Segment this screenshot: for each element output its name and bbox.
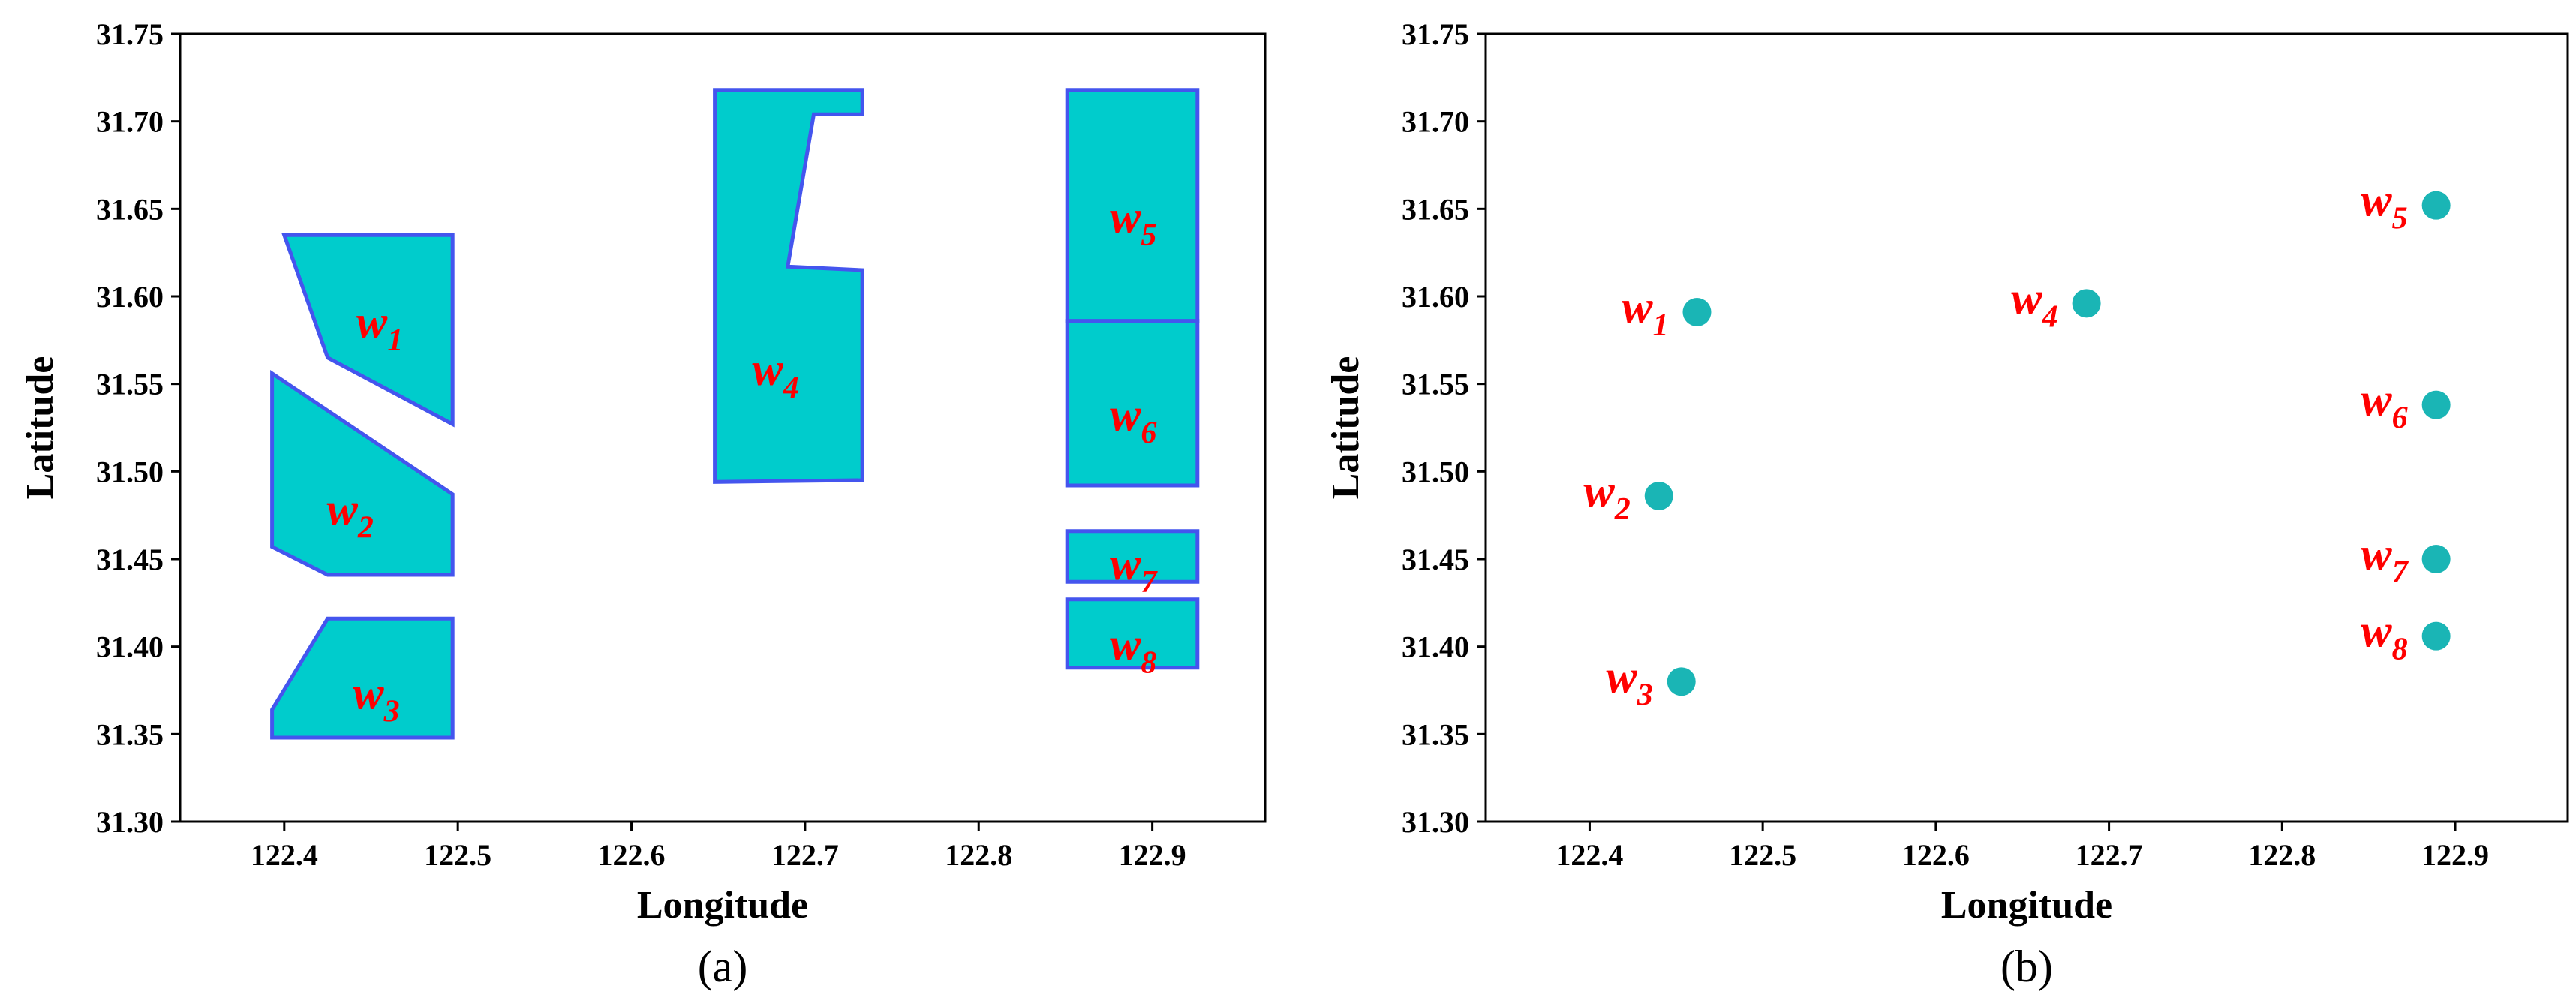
point-w1 bbox=[1682, 298, 1712, 326]
y-tick-label: 31.70 bbox=[96, 105, 164, 139]
label-w2: w2 bbox=[327, 485, 374, 546]
y-tick-label: 31.75 bbox=[1402, 17, 1469, 51]
y-tick-label: 31.60 bbox=[96, 280, 164, 314]
y-tick-label: 31.40 bbox=[96, 630, 164, 664]
x-axis-label: Longitude bbox=[1941, 884, 2112, 927]
y-tick-label: 31.55 bbox=[1402, 368, 1469, 401]
y-tick-label: 31.50 bbox=[96, 455, 164, 488]
point-w6 bbox=[2421, 390, 2451, 419]
area-w8 bbox=[1065, 597, 1200, 670]
panel-label: (b) bbox=[2000, 942, 2053, 991]
y-axis-label: Latitude bbox=[1324, 356, 1367, 500]
label-w8: w8 bbox=[2361, 606, 2407, 667]
x-tick-label: 122.8 bbox=[2248, 838, 2316, 872]
y-tick-label: 31.30 bbox=[96, 805, 164, 839]
axes-frame bbox=[1484, 32, 2569, 823]
area-w7 bbox=[1065, 529, 1200, 584]
y-tick-label: 31.50 bbox=[1402, 455, 1469, 488]
area-w3 bbox=[270, 616, 455, 740]
x-axis-label: Longitude bbox=[637, 884, 808, 927]
x-tick-label: 122.8 bbox=[945, 838, 1012, 872]
x-tick-label: 122.4 bbox=[251, 838, 318, 872]
label-w3: w3 bbox=[1606, 651, 1652, 712]
x-tick-label: 122.4 bbox=[1556, 838, 1623, 872]
y-tick-label: 31.65 bbox=[96, 192, 164, 226]
label-w1: w1 bbox=[356, 297, 403, 358]
x-tick-label: 122.7 bbox=[2076, 838, 2143, 872]
y-axis-label: Latitude bbox=[19, 356, 62, 500]
label-w1: w1 bbox=[1622, 282, 1668, 343]
panel-label: (a) bbox=[698, 942, 748, 991]
y-tick-label: 31.45 bbox=[96, 543, 164, 576]
x-tick-label: 122.9 bbox=[2421, 838, 2489, 872]
point-w4 bbox=[2072, 289, 2101, 318]
label-w2: w2 bbox=[1583, 466, 1630, 527]
point-w2 bbox=[1644, 482, 1673, 510]
area-w4 bbox=[713, 88, 864, 484]
x-tick-label: 122.9 bbox=[1119, 838, 1186, 872]
x-tick-label: 122.6 bbox=[598, 838, 666, 872]
x-tick-label: 122.7 bbox=[771, 838, 839, 872]
point-w5 bbox=[2421, 191, 2451, 220]
label-w4: w4 bbox=[2011, 273, 2057, 334]
label-w3: w3 bbox=[353, 669, 399, 729]
y-tick-label: 31.60 bbox=[1402, 280, 1469, 314]
y-tick-label: 31.30 bbox=[1402, 805, 1469, 839]
axes-frame bbox=[179, 32, 1267, 823]
y-tick-label: 31.35 bbox=[96, 717, 164, 751]
x-tick-label: 122.5 bbox=[424, 838, 491, 872]
x-tick-label: 122.6 bbox=[1902, 838, 1970, 872]
label-w6: w6 bbox=[1110, 390, 1156, 451]
panel-b: w1 w2 w3 w4 w5 w6 w7 w8 122.4 122.5 122.6 122.7 122.… bbox=[1324, 17, 2569, 991]
label-w7: w7 bbox=[2361, 529, 2409, 590]
y-tick-label: 31.40 bbox=[1402, 630, 1469, 664]
area-w2 bbox=[270, 370, 455, 577]
area-w6 bbox=[1065, 319, 1200, 488]
point-w8 bbox=[2421, 621, 2451, 651]
y-tick-label: 31.75 bbox=[96, 17, 164, 51]
point-w3 bbox=[1667, 667, 1696, 696]
y-tick-label: 31.45 bbox=[1402, 543, 1469, 576]
label-w7: w7 bbox=[1110, 539, 1158, 600]
panel-a: w1 w2 w3 w4 w5 w6 w7 w8 122.4 122.5 122.6 122.7 122.… bbox=[19, 17, 1267, 991]
x-tick-label: 122.5 bbox=[1729, 838, 1796, 872]
y-tick-label: 31.65 bbox=[1402, 192, 1469, 226]
label-w6: w6 bbox=[2361, 375, 2407, 436]
y-tick-label: 31.70 bbox=[1402, 105, 1469, 139]
label-w5: w5 bbox=[1110, 192, 1156, 253]
label-w4: w4 bbox=[752, 344, 798, 405]
label-w8: w8 bbox=[1110, 619, 1156, 680]
y-tick-label: 31.55 bbox=[96, 368, 164, 401]
area-w1 bbox=[281, 233, 455, 428]
point-w7 bbox=[2421, 545, 2451, 573]
y-tick-label: 31.35 bbox=[1402, 717, 1469, 751]
label-w5: w5 bbox=[2361, 176, 2407, 236]
